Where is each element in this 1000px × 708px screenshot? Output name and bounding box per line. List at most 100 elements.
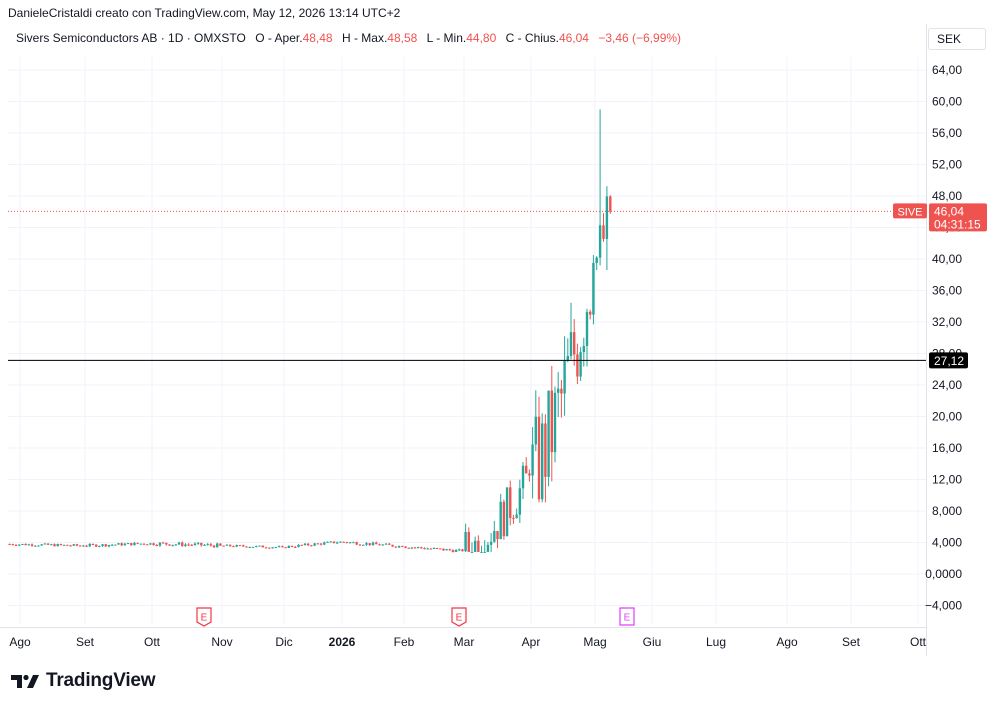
x-tick-label: Lug (706, 635, 726, 649)
candle-body (303, 543, 307, 546)
candle-body (407, 547, 410, 549)
candle-body (255, 545, 258, 547)
x-tick-label: Dic (275, 635, 292, 649)
y-tick-label: 40,00 (932, 252, 962, 266)
candle-body (394, 546, 398, 548)
candle-body (323, 542, 326, 545)
x-tick-label: Ott (910, 635, 927, 649)
candle-body (155, 545, 158, 547)
chart-grid (8, 57, 926, 624)
candle-body (550, 390, 553, 453)
candle-body (316, 543, 320, 545)
candle-body (429, 548, 433, 550)
candle-body (200, 542, 203, 546)
candle-body (203, 544, 206, 546)
candle-body (528, 473, 531, 476)
candle-body (342, 541, 345, 543)
candle-body (348, 542, 352, 544)
candle-body (251, 546, 255, 548)
candle-body (454, 550, 458, 553)
candle-body (219, 543, 222, 546)
candle-body (66, 544, 69, 546)
candle-body (388, 543, 391, 545)
x-tick-label: Ago (9, 635, 31, 649)
y-axis[interactable]: 64,0060,0056,0052,0048,0044,0040,0036,00… (925, 63, 962, 613)
candle-body (381, 544, 384, 546)
y-tick-label: 8,000 (932, 504, 962, 518)
y-tick-label: 12,00 (932, 473, 962, 487)
candle-body (30, 544, 34, 546)
y-tick-label: −4,000 (925, 599, 962, 613)
tradingview-logo-icon (11, 674, 39, 688)
candle-body (190, 544, 193, 546)
candle-body (232, 546, 235, 548)
currency-button[interactable]: SEK (928, 28, 986, 50)
candle-body (585, 311, 589, 346)
candle-body (362, 544, 365, 546)
candle-body (541, 423, 544, 500)
candle-body (609, 196, 612, 212)
candle-body (589, 311, 592, 315)
candle-body (579, 352, 582, 377)
candle-body (139, 543, 143, 545)
candle-body (238, 545, 242, 547)
candle-body (123, 543, 127, 546)
candle-body (368, 543, 371, 546)
candle-body (605, 196, 609, 239)
candle-body (410, 547, 414, 549)
candle-body (432, 547, 436, 549)
candle-body (152, 543, 155, 546)
candle-body (413, 547, 417, 549)
candle-body (168, 544, 171, 546)
candle-body (458, 549, 461, 551)
symbol-title[interactable]: Sivers Semiconductors AB · 1D · OMXSTO (16, 31, 246, 45)
earnings-marker-shape (451, 607, 467, 627)
candle-body (268, 547, 271, 549)
open-value: 48,48 (302, 31, 333, 45)
candle-body (461, 549, 464, 552)
x-axis[interactable]: Ago Set Ott Nov Dic 2026 Feb Mar Apr Mag Giu Lug Ago… (9, 635, 926, 649)
candle-body (72, 544, 75, 546)
candle-body (355, 542, 358, 545)
candle-body (91, 544, 95, 546)
candle-body (521, 465, 525, 489)
symbol-tag-text: SIVE (897, 206, 922, 218)
x-tick-label: Mar (454, 635, 475, 649)
candle-body (435, 547, 439, 549)
high-label: H - Max. (341, 31, 388, 45)
candle-body (332, 541, 336, 544)
candle-body (187, 544, 190, 546)
level-tag-box (929, 352, 968, 369)
candle-body (582, 345, 585, 353)
candle-body (196, 542, 200, 544)
price-chart[interactable]: EEE 64,0060,0056,0052,0048,0044,0040,003… (0, 0, 1000, 660)
candle-body (107, 544, 111, 547)
candle-body (573, 332, 576, 355)
candle-body (82, 545, 85, 547)
candle-body (319, 543, 323, 545)
price-lines (8, 210, 926, 361)
candle-body (595, 257, 598, 263)
candle-body (569, 332, 573, 356)
candle-body (417, 547, 420, 549)
candle-body (62, 544, 66, 546)
candle-body (404, 546, 407, 548)
x-tick-label: Nov (211, 635, 232, 649)
y-tick-label: 4,000 (932, 536, 962, 550)
candles-series (8, 109, 612, 553)
x-tick-label: 2026 (329, 635, 356, 649)
candle-body (371, 542, 375, 546)
x-tick-label: Apr (522, 635, 541, 649)
candle-body (88, 544, 91, 547)
candle-body (184, 544, 187, 546)
candle-body (397, 546, 401, 548)
candle-body (228, 544, 232, 547)
y-tick-label: 48,00 (932, 189, 962, 203)
candle-body (21, 543, 24, 545)
candle-body (335, 542, 339, 544)
candle-body (258, 545, 261, 547)
brand-name: TradingView (46, 670, 156, 691)
candle-body (136, 542, 139, 544)
candle-body (512, 517, 515, 519)
candle-body (34, 545, 37, 547)
